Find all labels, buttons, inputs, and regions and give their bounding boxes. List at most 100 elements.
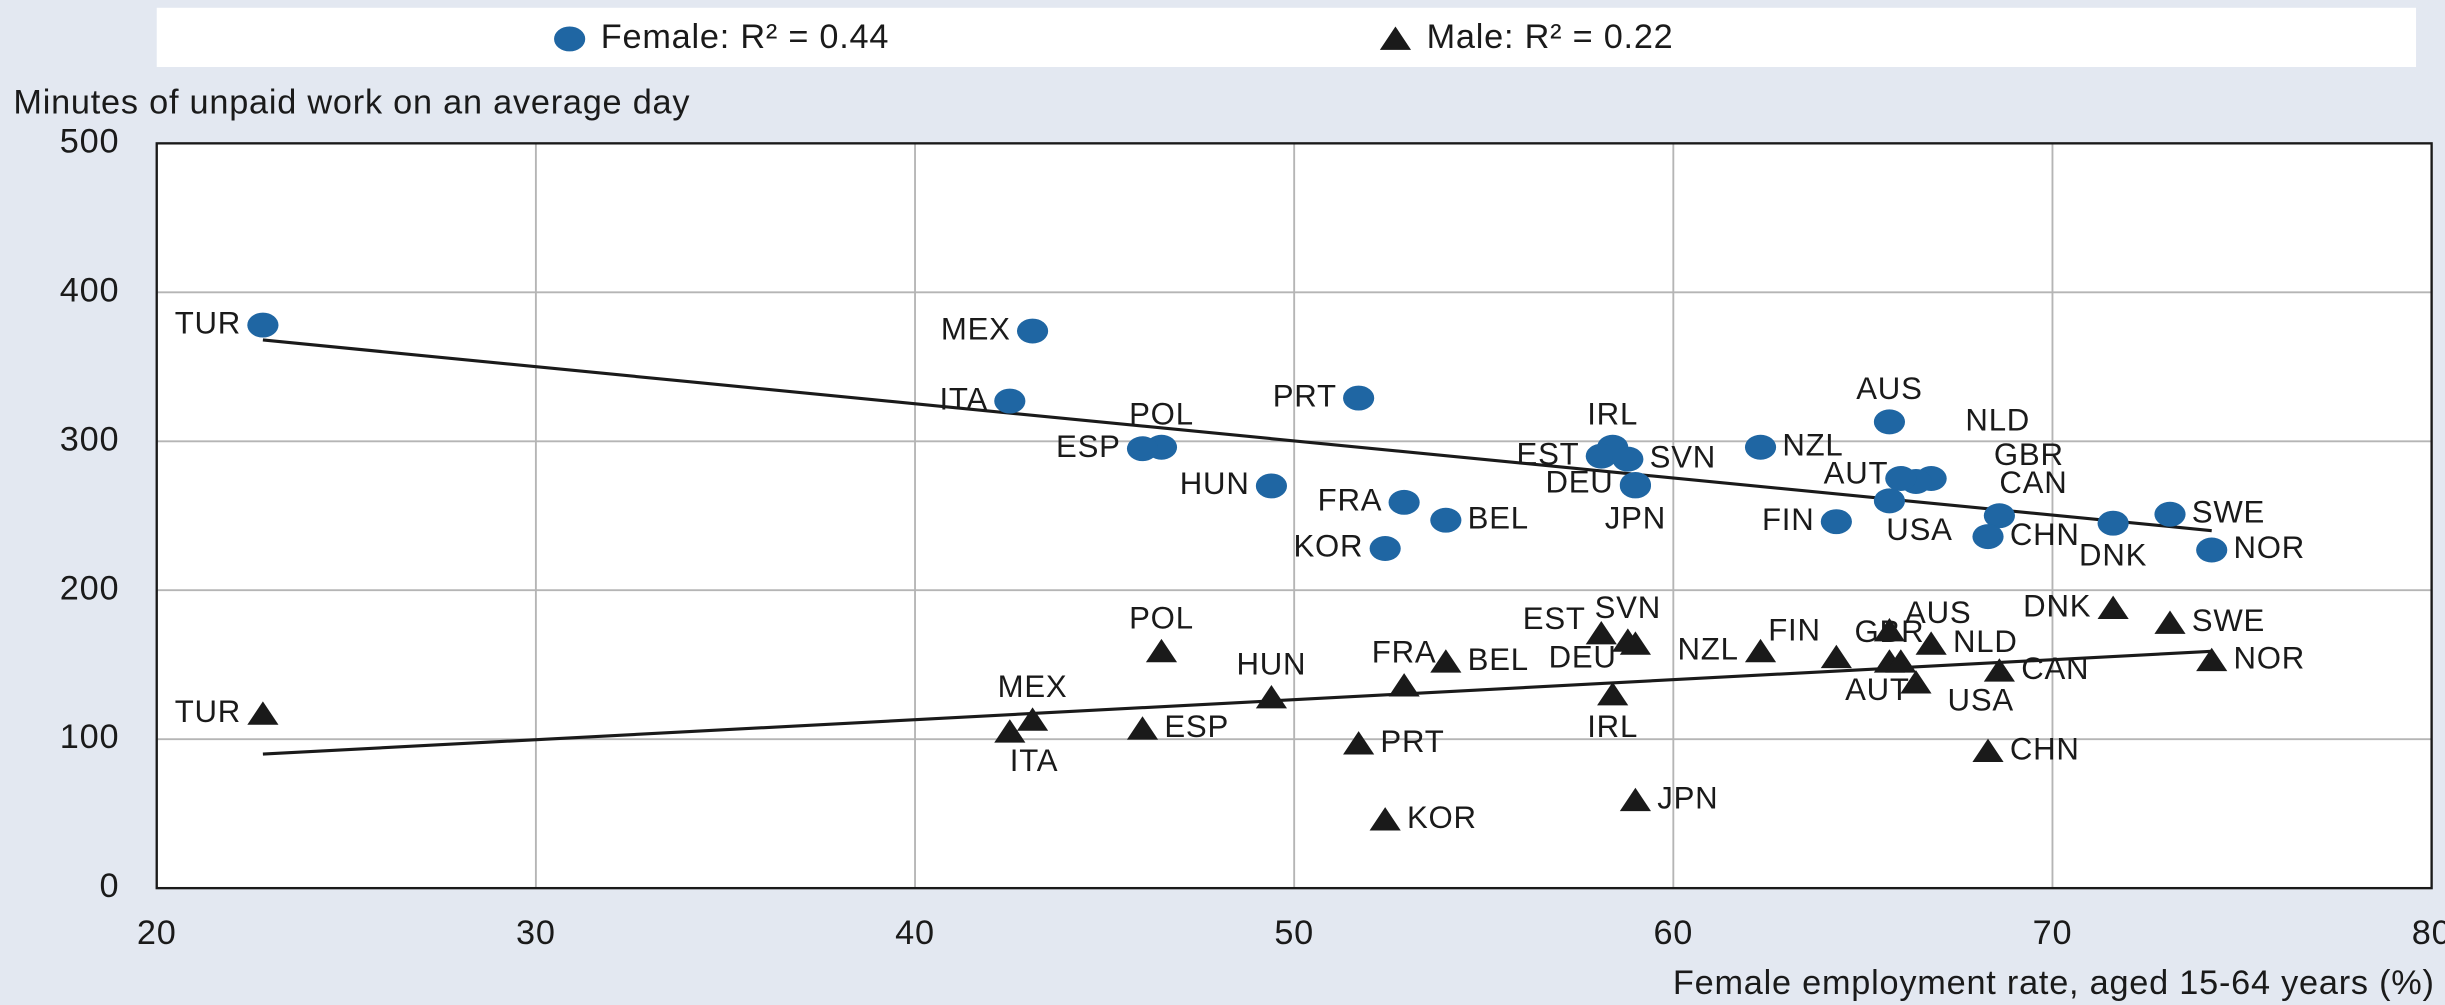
point <box>1744 638 1777 663</box>
point <box>1430 649 1462 673</box>
point-label: DNK <box>2079 538 2147 573</box>
point <box>1900 670 1932 694</box>
point-label: PRT <box>1273 378 1337 413</box>
point <box>1585 620 1617 645</box>
y-tick-label: 200 <box>60 569 120 607</box>
point <box>247 701 279 725</box>
point-label: SVN <box>1650 439 1716 474</box>
point-label: FIN <box>1762 502 1815 537</box>
x-tick-label: 80 <box>2412 914 2445 952</box>
y-tick-label: 300 <box>60 420 120 458</box>
point-label: SVN <box>1595 590 1661 625</box>
point-label: HUN <box>1237 647 1307 682</box>
point-label: ITA <box>1010 743 1059 778</box>
point <box>2154 501 2186 527</box>
point-label: CHN <box>2010 731 2080 766</box>
y-tick-label: 0 <box>99 867 119 905</box>
point-label: HUN <box>1180 466 1250 501</box>
legend-marker <box>1379 26 1412 50</box>
point-label: BEL <box>1468 642 1529 677</box>
point-label: ESP <box>1056 429 1121 464</box>
point-label: DEU <box>1545 465 1613 500</box>
y-axis-title: Minutes of unpaid work on an average day <box>13 83 690 121</box>
point <box>1885 466 1917 491</box>
point <box>2097 595 2129 620</box>
point <box>994 388 1026 414</box>
point <box>2097 510 2129 536</box>
point-label: KOR <box>1293 529 1363 564</box>
point-label: GBR <box>1994 437 2064 472</box>
x-tick-label: 20 <box>137 914 177 952</box>
point-label: CHN <box>2010 517 2080 552</box>
point <box>1820 509 1852 535</box>
legend-marker <box>554 26 586 52</box>
point-label: FRA <box>1318 483 1383 518</box>
point-label: AUS <box>1856 371 1922 406</box>
point-label: NZL <box>1782 427 1843 462</box>
point <box>1983 658 2015 682</box>
x-tick-label: 60 <box>1653 914 1693 952</box>
point-label: POL <box>1129 396 1194 431</box>
point <box>1388 673 1420 697</box>
point-label: USA <box>1886 512 1952 547</box>
point-label: ESP <box>1164 709 1229 744</box>
point-label: USA <box>1948 682 2014 717</box>
point-label: POL <box>1129 600 1194 635</box>
point <box>1585 443 1617 469</box>
point <box>1619 787 1651 812</box>
x-tick-label: 70 <box>2033 914 2073 952</box>
point-label: JPN <box>1657 780 1718 815</box>
point-label: NLD <box>1953 624 2018 659</box>
plot-border <box>155 142 2433 890</box>
point-label: CAN <box>1999 465 2067 500</box>
point <box>1597 682 1629 706</box>
point-label: AUS <box>1905 595 1971 630</box>
point <box>1430 507 1462 533</box>
point <box>1873 488 1906 514</box>
point-label: IRL <box>1587 396 1638 431</box>
point-label: SWE <box>2192 603 2265 638</box>
point-label: AUT <box>1845 672 1910 707</box>
point-label: NOR <box>2234 640 2306 675</box>
point <box>1145 638 1178 663</box>
legend-box <box>156 7 2417 67</box>
y-tick-label: 400 <box>60 271 120 309</box>
point <box>1619 473 1651 499</box>
point-label: NLD <box>1965 403 2030 438</box>
point <box>1369 536 1401 561</box>
point <box>1915 631 1947 655</box>
point <box>1343 731 1375 755</box>
point <box>1619 631 1651 655</box>
point-label: JPN <box>1605 500 1666 535</box>
point <box>1873 409 1906 435</box>
point-label: FIN <box>1768 613 1821 648</box>
point <box>247 312 279 338</box>
point-label: KOR <box>1407 800 1477 835</box>
point-label: TUR <box>175 694 241 729</box>
y-tick-label: 100 <box>60 718 120 756</box>
point <box>1343 385 1375 411</box>
point-label: SWE <box>2192 494 2265 529</box>
point-label: CAN <box>2021 651 2089 686</box>
x-tick-label: 30 <box>516 914 556 952</box>
point-label: FRA <box>1372 635 1437 670</box>
point-label: ITA <box>940 381 989 416</box>
point <box>1885 649 1917 673</box>
point <box>1612 446 1644 472</box>
point <box>1388 489 1420 515</box>
legend-label: Female: R² = 0.44 <box>601 18 889 56</box>
x-tick-label: 40 <box>895 914 935 952</box>
point-label: EST <box>1517 436 1580 471</box>
point <box>1016 707 1049 731</box>
point <box>2196 647 2228 672</box>
point-label: DEU <box>1549 640 1617 675</box>
point <box>1016 318 1049 344</box>
point <box>1126 436 1159 462</box>
point-label: NZL <box>1678 632 1739 667</box>
point <box>1255 473 1288 499</box>
point <box>1983 503 2015 529</box>
point-label: EST <box>1523 601 1586 636</box>
point-label: AUT <box>1824 456 1889 491</box>
point-label: BEL <box>1468 500 1529 535</box>
